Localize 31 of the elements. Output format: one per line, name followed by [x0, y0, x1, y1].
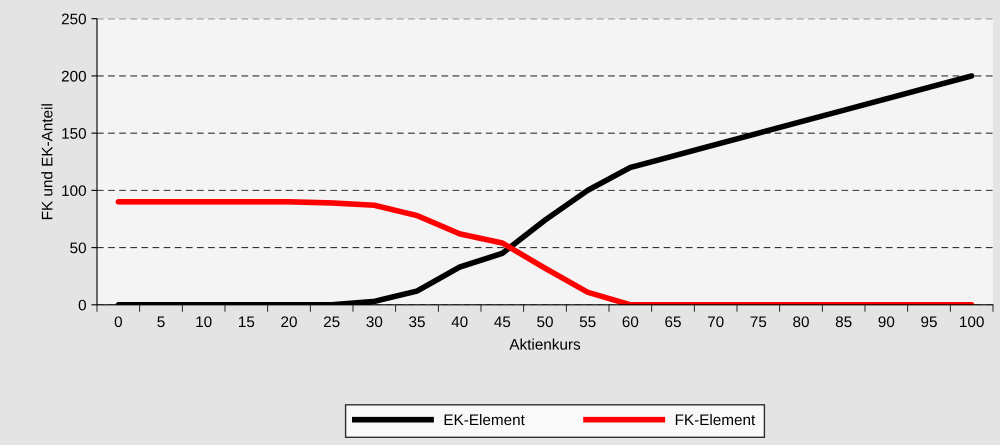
- x-tick-label: 30: [366, 316, 382, 328]
- y-tick-label: 100: [62, 185, 86, 196]
- x-tick-label: 95: [921, 316, 937, 328]
- y-tick-label: 250: [62, 14, 86, 24]
- x-tick-label: 80: [793, 316, 809, 328]
- x-tick-label: 35: [409, 316, 425, 328]
- legend-label: EK-Element: [444, 414, 525, 426]
- x-tick-label: 55: [580, 316, 596, 328]
- x-tick-label: 15: [239, 316, 254, 328]
- x-tick-label: 65: [665, 316, 681, 328]
- x-tick-label: 25: [324, 316, 340, 328]
- y-axis-title: FK und EK-Anteil: [41, 104, 53, 220]
- x-tick-label: 0: [114, 316, 122, 328]
- x-tick-label: 5: [157, 316, 165, 328]
- y-tick-label: 50: [70, 242, 86, 254]
- x-tick-label: 10: [196, 316, 212, 328]
- x-tick-label: 100: [960, 316, 984, 328]
- x-tick-label: 85: [836, 316, 852, 328]
- y-tick-label: 0: [78, 300, 86, 311]
- x-tick-label: 50: [537, 316, 553, 328]
- x-tick-label: 70: [708, 316, 724, 328]
- y-tick-label: 200: [62, 70, 86, 82]
- x-tick-label: 40: [452, 316, 468, 328]
- x-tick-label: 45: [494, 316, 510, 328]
- y-tick-label: 150: [62, 128, 86, 139]
- x-tick-label: 60: [622, 316, 638, 328]
- legend-label: FK-Element: [676, 414, 756, 426]
- x-tick-label: 20: [281, 316, 297, 328]
- x-tick-label: 75: [750, 316, 766, 328]
- x-tick-label: 90: [878, 316, 894, 328]
- x-axis-title: Aktienkurs: [509, 338, 580, 350]
